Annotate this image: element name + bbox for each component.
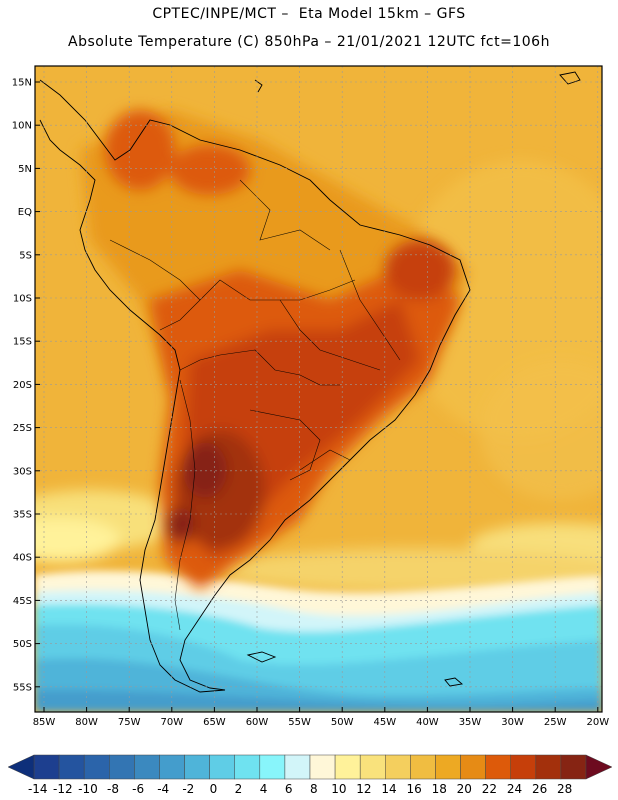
lat-tick-label: 55S [13,682,32,693]
lat-tick-label: 15S [13,337,32,348]
lon-tick-label: 20W [586,717,609,728]
lon-tick-label: 65W [203,717,226,728]
country-borders [109,179,401,631]
colorbar-swatch [460,754,486,780]
colorbar-swatch [83,754,110,780]
colorbar-label: -6 [132,782,144,796]
colorbar-swatch [334,754,361,780]
coastline [39,71,581,693]
colorbar-label: 22 [482,782,497,796]
lon-tick-label: 35W [459,717,482,728]
colorbar-label: 8 [310,782,318,796]
colorbar-swatch [284,754,311,780]
colorbar-label: 18 [432,782,447,796]
colorbar-low-arrow [7,754,35,780]
lat-tick-label: 30S [13,466,32,477]
colorbar-swatch [435,754,461,780]
colorbar-label: 16 [406,782,421,796]
lon-tick-label: 30W [501,717,524,728]
longitude-axis: 85W 80W 75W 70W 65W 60W 55W 50W 45W 40W 35W 30W 25W 2… [33,707,609,728]
lon-tick-label: 45W [373,717,396,728]
colorbar-label: 4 [260,782,268,796]
lon-tick-label: 75W [118,717,141,728]
colorbar-swatch [485,754,511,780]
colorbar-swatch [109,754,135,780]
lon-tick-label: 55W [288,717,311,728]
lat-tick-label: 45S [13,596,32,607]
colorbar-swatch [184,754,210,780]
colorbar-swatch [234,754,261,780]
lon-tick-label: 85W [33,717,56,728]
colorbar-swatch [410,754,436,780]
colorbar-swatch [209,754,235,780]
colorbar-swatch [159,754,185,780]
colorbar-swatch [510,754,537,780]
lon-tick-label: 40W [416,717,439,728]
lon-tick-label: 60W [246,717,269,728]
colorbar-label: 0 [210,782,218,796]
lat-tick-label: EQ [18,207,32,218]
colorbar-label: 20 [457,782,472,796]
colorbar-label: 28 [557,782,572,796]
lon-tick-label: 70W [160,717,183,728]
colorbar-label: 24 [507,782,522,796]
colorbar-swatch [33,754,60,780]
colorbar-swatch [134,754,160,780]
colorbar-label: -10 [78,782,98,796]
lat-tick-label: 5S [19,250,32,261]
latitude-axis: 15N 10N 5N EQ 5S 10S 15S 20S 25S 30S 35S 40S 45S 50S 5… [12,78,40,693]
chart-title-line-2: Absolute Temperature (C) 850hPa – 21/01/… [68,34,550,50]
lon-tick-label: 25W [544,717,567,728]
chart-title-line-1: CPTEC/INPE/MCT – Eta Model 15km – GFS [152,6,466,22]
colorbar-label: 6 [285,782,293,796]
map-frame [34,65,603,713]
lat-tick-label: 15N [12,78,32,89]
colorbar-label: 26 [532,782,547,796]
colorbar-swatch [560,754,587,780]
colorbar-swatch [359,754,386,780]
lat-tick-label: 35S [13,510,32,521]
colorbar-swatch [385,754,411,780]
colorbar-high-arrow [585,754,613,780]
lat-tick-label: 20S [13,380,32,391]
colorbar-label: 10 [331,782,346,796]
colorbar-label: -4 [157,782,169,796]
colorbar-swatch [58,754,85,780]
colorbar-label: -12 [53,782,73,796]
colorbar-swatch [259,754,286,780]
lat-tick-label: 10S [13,294,32,305]
temperature-field [35,66,602,712]
lon-tick-label: 80W [75,717,98,728]
lat-tick-label: 50S [13,639,32,650]
colorbar-label: 12 [356,782,371,796]
lat-tick-label: 5N [18,164,32,175]
lat-tick-label: 25S [13,423,32,434]
colorbar-label: -14 [28,782,48,796]
lat-tick-label: 40S [13,553,32,564]
colorbar-label: 14 [381,782,396,796]
lat-tick-label: 10N [12,121,32,132]
colorbar-label: -8 [107,782,119,796]
colorbar-label: -2 [182,782,194,796]
colorbar-swatch [535,754,562,780]
lon-tick-label: 50W [331,717,354,728]
colorbar-swatch [309,754,336,780]
colorbar: -14 -12 -10 -8 -6 -4 -2 0 2 4 6 8 10 12 14 16 18 20 22 24 26… [7,754,613,796]
colorbar-label: 2 [235,782,243,796]
